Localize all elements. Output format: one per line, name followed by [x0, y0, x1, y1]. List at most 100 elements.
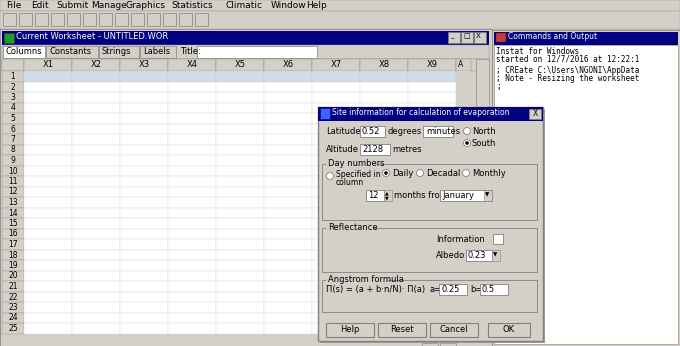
Bar — [120, 323, 168, 334]
Text: OK: OK — [503, 325, 515, 334]
Bar — [264, 208, 312, 218]
Bar — [120, 271, 168, 281]
Bar — [448, 32, 460, 43]
Bar — [120, 208, 168, 218]
Text: 24: 24 — [8, 313, 18, 322]
Text: 2: 2 — [11, 82, 16, 91]
Bar — [360, 323, 408, 334]
Bar — [312, 218, 360, 228]
Bar — [312, 102, 360, 113]
Bar — [360, 134, 408, 145]
Bar — [24, 71, 72, 82]
Circle shape — [384, 171, 388, 175]
Text: X: X — [476, 33, 481, 39]
Bar — [216, 134, 264, 145]
Bar — [99, 46, 139, 58]
Bar — [360, 124, 408, 134]
Bar — [264, 323, 312, 334]
Bar — [264, 218, 312, 228]
Text: X6: X6 — [282, 60, 294, 69]
Bar — [2, 59, 24, 71]
Bar — [312, 113, 360, 124]
Text: Current Worksheet - UNTITLED.WOR: Current Worksheet - UNTITLED.WOR — [16, 32, 168, 41]
Text: Monthly: Monthly — [472, 169, 506, 178]
Bar — [312, 82, 360, 92]
Bar — [24, 249, 72, 260]
Bar — [440, 190, 492, 201]
Text: 19: 19 — [8, 261, 18, 270]
Text: X2: X2 — [90, 60, 101, 69]
Bar — [216, 165, 264, 176]
Text: 20: 20 — [8, 272, 18, 281]
Bar — [264, 59, 312, 71]
Bar — [168, 291, 216, 302]
Bar — [264, 102, 312, 113]
Bar — [2, 124, 24, 134]
Bar — [360, 197, 408, 208]
Bar — [120, 228, 168, 239]
Bar — [326, 161, 378, 167]
Bar — [408, 165, 456, 176]
Bar — [24, 186, 72, 197]
Circle shape — [464, 139, 471, 146]
Bar — [264, 92, 312, 102]
Bar — [24, 134, 72, 145]
Bar — [216, 155, 264, 165]
Bar — [408, 92, 456, 102]
Bar — [168, 102, 216, 113]
Bar — [360, 92, 408, 102]
Bar — [120, 92, 168, 102]
Bar — [120, 260, 168, 271]
Bar — [4, 33, 14, 43]
Circle shape — [462, 170, 469, 176]
Bar — [264, 124, 312, 134]
Bar — [408, 124, 456, 134]
Bar — [456, 59, 471, 71]
Bar — [147, 13, 160, 26]
Bar — [384, 190, 392, 201]
Bar — [35, 13, 48, 26]
Bar — [312, 124, 360, 134]
Bar — [2, 82, 24, 92]
Text: Specified in: Specified in — [336, 170, 381, 179]
Bar — [264, 291, 312, 302]
Bar — [492, 30, 680, 346]
Bar — [440, 343, 456, 346]
Bar — [72, 102, 120, 113]
Bar — [312, 176, 360, 186]
Bar — [2, 249, 24, 260]
Bar — [312, 197, 360, 208]
Text: 3: 3 — [11, 93, 16, 102]
Bar — [2, 239, 24, 249]
Text: January: January — [442, 191, 474, 200]
Bar — [216, 302, 264, 312]
Bar — [120, 249, 168, 260]
Bar — [72, 92, 120, 102]
Bar — [408, 260, 456, 271]
Bar — [120, 176, 168, 186]
Circle shape — [465, 141, 469, 145]
Bar — [408, 71, 456, 82]
Bar — [456, 249, 471, 260]
Bar — [360, 271, 408, 281]
Bar — [264, 281, 312, 291]
Bar — [456, 186, 471, 197]
Bar — [493, 234, 503, 244]
Bar — [2, 45, 489, 59]
Bar — [484, 190, 492, 201]
Bar — [24, 271, 72, 281]
Text: Instat for Windows: Instat for Windows — [496, 47, 579, 56]
Bar — [322, 164, 537, 220]
Bar — [24, 145, 72, 155]
Text: Columns: Columns — [6, 47, 43, 56]
Circle shape — [326, 173, 333, 180]
Bar — [168, 82, 216, 92]
Bar — [24, 59, 72, 71]
Bar — [408, 249, 456, 260]
Text: Statistics: Statistics — [171, 1, 213, 10]
Bar — [168, 145, 216, 155]
Text: 5: 5 — [11, 114, 16, 123]
Bar — [197, 46, 317, 58]
Text: 1: 1 — [11, 72, 16, 81]
Bar — [360, 102, 408, 113]
